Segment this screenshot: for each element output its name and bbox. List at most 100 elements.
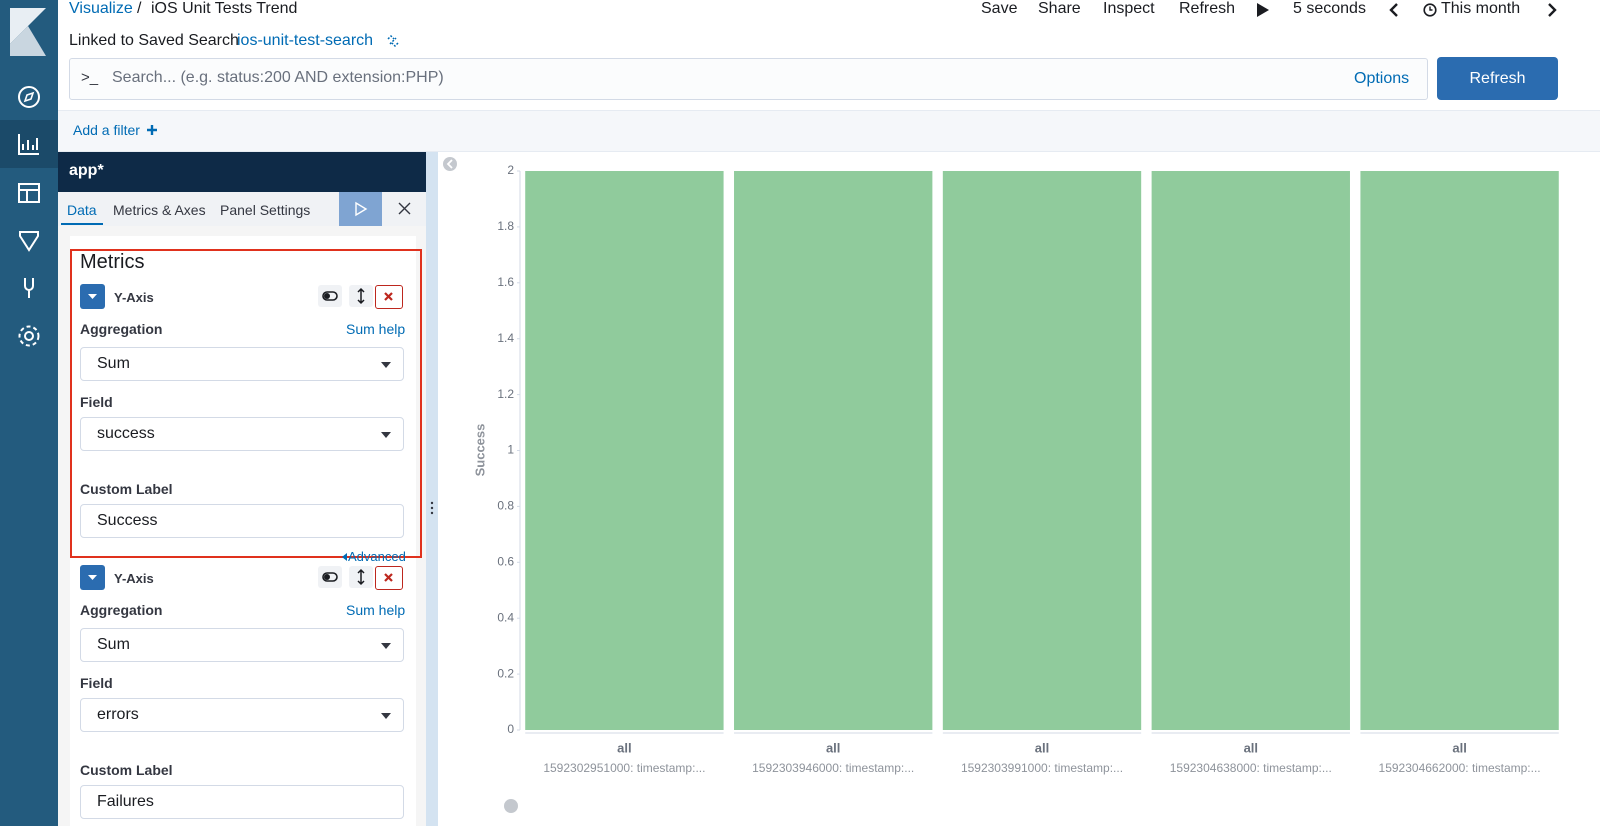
timelion-icon[interactable]	[17, 229, 41, 253]
y-tick-label: 1.2	[497, 387, 514, 401]
tab-underline	[61, 223, 103, 225]
field-label: Custom Label	[80, 762, 173, 778]
search-bar[interactable]	[69, 58, 1428, 100]
y-tick-label: 1.6	[497, 275, 514, 289]
toggle-button[interactable]	[318, 566, 342, 588]
y-tick-label: 0.4	[497, 610, 514, 624]
plus-icon[interactable]	[146, 124, 158, 136]
refresh-button[interactable]: Refresh	[1437, 57, 1558, 100]
apply-button[interactable]	[339, 192, 382, 226]
reorder-button[interactable]	[349, 285, 373, 307]
field-label: Aggregation	[80, 602, 163, 618]
reorder-button[interactable]	[349, 566, 373, 588]
x-group-label: all	[826, 740, 840, 755]
bar	[525, 171, 724, 730]
expand-toggle[interactable]	[80, 565, 105, 590]
remove-button[interactable]	[375, 566, 403, 590]
help-link[interactable]: Sum help	[346, 321, 406, 337]
settings-icon[interactable]	[17, 324, 41, 348]
clock-icon	[1423, 3, 1437, 17]
tab[interactable]: Data	[67, 202, 97, 218]
editor-panel: app* Data Metrics & Axes Panel Settings …	[58, 152, 426, 826]
select[interactable]: success	[80, 417, 404, 451]
section-title: Metrics	[80, 251, 145, 273]
side-nav	[0, 0, 58, 826]
play-icon[interactable]	[1256, 3, 1270, 17]
y-tick-label: 2	[507, 163, 514, 177]
advanced-toggle[interactable]: Advanced	[342, 549, 406, 564]
collapse-legend[interactable]	[443, 157, 457, 171]
bar	[1360, 171, 1559, 730]
field-label: Aggregation	[80, 321, 163, 337]
unlink-icon[interactable]	[385, 33, 401, 49]
index-pattern: app*	[69, 162, 104, 179]
interval[interactable]: 5 seconds	[1293, 0, 1366, 17]
y-tick-label: 0.8	[497, 499, 514, 513]
y-tick-label: 0.2	[497, 666, 514, 680]
action[interactable]: Share	[1038, 0, 1081, 17]
select[interactable]: Sum	[80, 347, 404, 381]
y-tick-label: 1	[507, 443, 514, 457]
search-placeholder: Search... (e.g. status:200 AND extension…	[112, 69, 444, 86]
dashboard-icon[interactable]	[17, 181, 41, 205]
bar	[734, 171, 933, 730]
next-icon[interactable]	[1547, 3, 1557, 17]
page-title: iOS Unit Tests Trend	[151, 0, 298, 17]
x-group-label: all	[1244, 740, 1258, 755]
y-axis-label: Success	[472, 424, 487, 477]
y-tick-label: 1.4	[497, 331, 514, 345]
action[interactable]: Inspect	[1103, 0, 1155, 17]
visualize-icon[interactable]	[17, 132, 41, 156]
action[interactable]: Refresh	[1179, 0, 1236, 17]
index-header	[58, 152, 426, 192]
field-label: Custom Label	[80, 481, 173, 497]
collapse-arrow	[446, 159, 453, 169]
logo	[10, 8, 46, 56]
field-label: Field	[80, 394, 113, 410]
devtools-icon[interactable]	[17, 276, 41, 300]
field-label: Field	[80, 675, 113, 691]
bar	[1151, 171, 1350, 730]
highlight-box	[70, 249, 422, 558]
tab[interactable]: Metrics & Axes	[113, 202, 206, 218]
action[interactable]: Save	[981, 0, 1018, 17]
time-range[interactable]: This month	[1441, 0, 1521, 17]
bar	[942, 171, 1142, 730]
discover-icon[interactable]	[17, 85, 41, 109]
search-prompt: >_	[81, 69, 99, 86]
y-tick-label: 0	[507, 722, 514, 736]
select[interactable]: errors	[80, 698, 404, 732]
linked-label: Linked to Saved Search	[69, 32, 239, 49]
expand-toggle[interactable]	[80, 284, 105, 309]
remove-button[interactable]	[375, 285, 403, 309]
metric-title: Y-Axis	[114, 290, 154, 305]
y-tick-label: 0.6	[497, 554, 514, 568]
filter-bar	[58, 110, 1600, 152]
resize-handle[interactable]	[426, 152, 438, 826]
prev-icon[interactable]	[1389, 3, 1399, 17]
options-link[interactable]: Options	[1354, 70, 1410, 87]
help-link[interactable]: Sum help	[346, 602, 406, 618]
collapse-bottom[interactable]	[504, 799, 518, 813]
add-filter[interactable]: Add a filter	[73, 122, 140, 138]
x-tick-label: 1592304662000: timestamp:...	[1379, 761, 1541, 775]
linked-search[interactable]: ios-unit-test-search	[237, 32, 374, 49]
breadcrumb[interactable]: Visualize	[69, 0, 133, 17]
text-input[interactable]: Success	[80, 504, 404, 538]
toggle-button[interactable]	[318, 285, 342, 307]
handle-dots	[430, 501, 434, 515]
chart: Success 0 0.2 0.4 0.6 0.8 1 1.2 1.4 1.6 1.8 2 all 15…	[443, 157, 1559, 813]
select[interactable]: Sum	[80, 628, 404, 662]
x-group-label: all	[1035, 740, 1049, 755]
x-tick-label: 1592304638000: timestamp:...	[1170, 761, 1332, 775]
x-tick-label: 1592303991000: timestamp:...	[961, 761, 1123, 775]
tab[interactable]: Panel Settings	[220, 202, 311, 218]
discard-button[interactable]	[398, 202, 411, 215]
separator: /	[137, 0, 142, 17]
metric-title: Y-Axis	[114, 571, 154, 586]
y-tick-label: 1.8	[497, 219, 514, 233]
x-tick-label: 1592302951000: timestamp:...	[543, 761, 705, 775]
text-input[interactable]: Failures	[80, 785, 404, 819]
x-tick-label: 1592303946000: timestamp:...	[752, 761, 914, 775]
